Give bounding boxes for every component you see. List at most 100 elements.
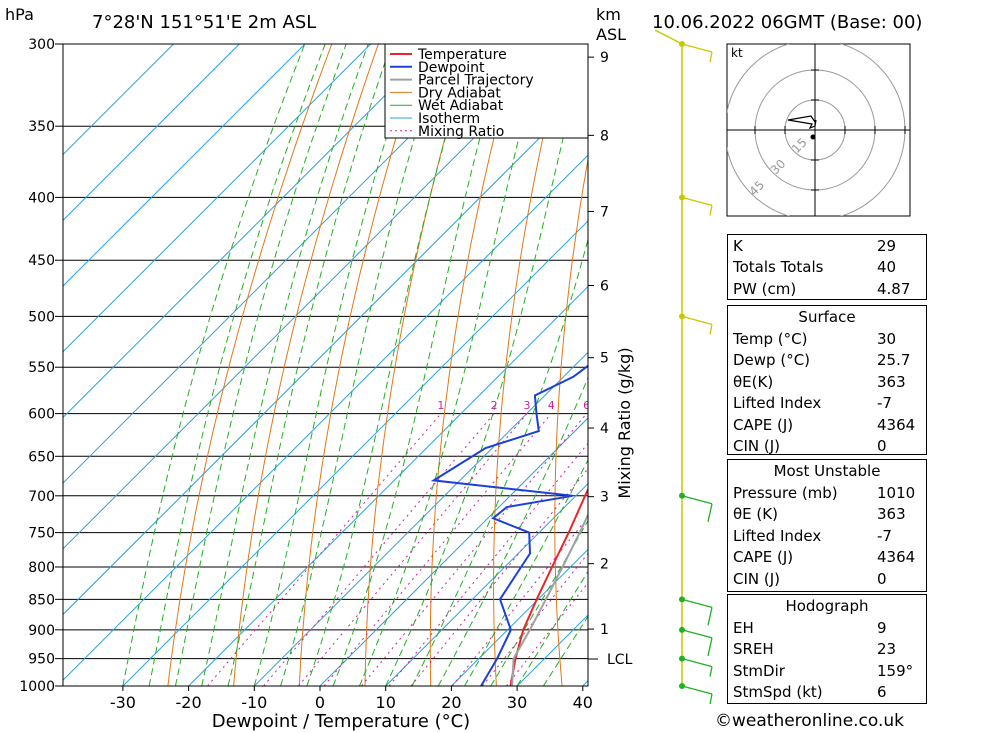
stat-value: 4.87 <box>877 279 911 298</box>
stat-row: Totals Totals 40 <box>728 257 926 279</box>
isotherm-line <box>63 44 503 484</box>
stat-label: CIN (J) <box>733 437 781 456</box>
pressure-tick-label: 600 <box>28 407 55 423</box>
isotherm-line <box>63 44 569 550</box>
isotherm-line <box>451 548 588 686</box>
stat-row: StmDir 159° <box>728 660 926 682</box>
temperature-tick-label: -10 <box>241 693 267 712</box>
mixing-ratio-line <box>263 413 495 686</box>
stat-value: 1010 <box>877 483 916 502</box>
isotherm-line <box>63 44 437 419</box>
lcl-label: LCL <box>607 652 633 668</box>
wind-barb-flag <box>709 666 713 677</box>
stat-label: Temp (°C) <box>733 329 808 348</box>
km-tick-label: 8 <box>600 128 609 144</box>
mixing-ratio-axis-label: Mixing Ratio (g/kg) <box>615 347 634 498</box>
wind-barb-flag <box>709 693 713 705</box>
stat-value: 0 <box>877 569 887 588</box>
isotherm-line <box>63 44 174 156</box>
stat-row: SREH 23 <box>728 639 926 661</box>
wet-adiabat-line <box>358 44 544 686</box>
wet-adiabat-line <box>306 44 473 686</box>
wet-adiabat-line <box>148 44 326 686</box>
stat-value: 363 <box>877 505 906 524</box>
pressure-tick-label: 450 <box>28 253 55 269</box>
stat-label: Lifted Index <box>733 394 822 413</box>
wet-adiabat-line <box>437 376 588 686</box>
stat-value: 29 <box>877 236 897 255</box>
isotherm-line <box>385 482 588 686</box>
wind-barb-flag <box>709 51 713 63</box>
stat-label: Pressure (mb) <box>733 483 838 502</box>
pressure-tick-label: 750 <box>28 526 55 542</box>
stat-label: Totals Totals <box>733 258 824 277</box>
isotherm-line <box>63 88 588 616</box>
stat-value: 30 <box>877 329 897 348</box>
legend-entry: Isotherm <box>418 111 480 127</box>
mixing-ratio-line <box>207 413 442 686</box>
pressure-tick-label: 700 <box>28 489 55 505</box>
stat-row: K 29 <box>728 235 926 257</box>
stat-label: SREH <box>733 640 774 659</box>
pressure-tick-label: 300 <box>28 37 55 53</box>
km-tick-label: 5 <box>600 351 609 367</box>
stat-row: Dewp (°C) 25.7 <box>728 350 926 372</box>
wet-adiabat-line <box>175 44 347 686</box>
dry-adiabat-line <box>554 156 588 686</box>
location-label: 7°28'N 151°51'E 2m ASL <box>92 12 316 33</box>
stat-label: StmSpd (kt) <box>733 683 823 702</box>
isotherm-line <box>63 44 240 222</box>
stat-value: 23 <box>877 640 897 659</box>
storm-motion-dot <box>810 134 816 140</box>
km-tick-label: 2 <box>600 557 609 573</box>
stat-label: K <box>733 236 743 255</box>
legend-entry: Wet Adiabat <box>418 98 504 114</box>
temperature-tick-label: 10 <box>376 693 396 712</box>
mixing-ratio-line <box>298 413 528 686</box>
wet-adiabat-line <box>516 570 588 686</box>
plot-area: 1 2 3 4 6 8 10 15 20 25 <box>63 44 1000 686</box>
isotherm-line <box>63 44 306 287</box>
mixing-ratio-label: 4 <box>548 399 555 412</box>
pressure-tick-label: 550 <box>28 360 55 376</box>
isotherm-line <box>63 44 372 353</box>
stat-value: 4364 <box>877 548 916 567</box>
temperature-tick-label: 40 <box>573 693 593 712</box>
dry-adiabat-line <box>983 44 1000 686</box>
most-unstable-box: Most Unstable Pressure (mb) 1010 θE (K) 363… <box>727 459 927 592</box>
height-unit: km <box>596 5 621 24</box>
dry-adiabat-line <box>429 44 519 686</box>
series-line <box>511 512 588 686</box>
temperature-tick-label: -30 <box>110 693 136 712</box>
wind-barb-flag <box>707 607 713 626</box>
dry-adiabat-line <box>167 44 333 686</box>
height-ref: ASL <box>596 25 626 44</box>
legend-entry: Parcel Trajectory <box>418 73 534 89</box>
stat-value: 0 <box>877 437 887 456</box>
datetime-label: 10.06.2022 06GMT (Base: 00) <box>652 12 922 33</box>
stat-row: θE (K) 363 <box>728 504 926 526</box>
stat-label: CAPE (J) <box>733 415 794 434</box>
pressure-tick-label: 650 <box>28 449 55 465</box>
stat-label: θE (K) <box>733 505 778 524</box>
pressure-tick-label: 850 <box>28 592 55 608</box>
hodograph-title: Hodograph <box>785 597 869 615</box>
stat-label: StmDir <box>733 661 785 680</box>
km-tick-label: 3 <box>600 490 609 506</box>
wind-barb-shaft <box>681 658 713 668</box>
indices-box: K 29 Totals Totals 40 PW (cm) 4.87 <box>727 234 927 300</box>
temperature-tick-label: 0 <box>315 693 325 712</box>
stat-label: CAPE (J) <box>733 548 794 567</box>
legend-entry: Dewpoint <box>418 60 485 76</box>
wind-profile-line <box>654 29 683 45</box>
mixing-ratio-label: 3 <box>524 399 531 412</box>
wet-adiabat-line <box>332 44 506 686</box>
wind-barb-shaft <box>681 685 713 695</box>
wind-barb-flag <box>707 503 713 522</box>
dry-adiabat-line <box>493 44 566 686</box>
plot-frame <box>62 43 589 687</box>
wind-barb-shaft <box>681 598 713 608</box>
